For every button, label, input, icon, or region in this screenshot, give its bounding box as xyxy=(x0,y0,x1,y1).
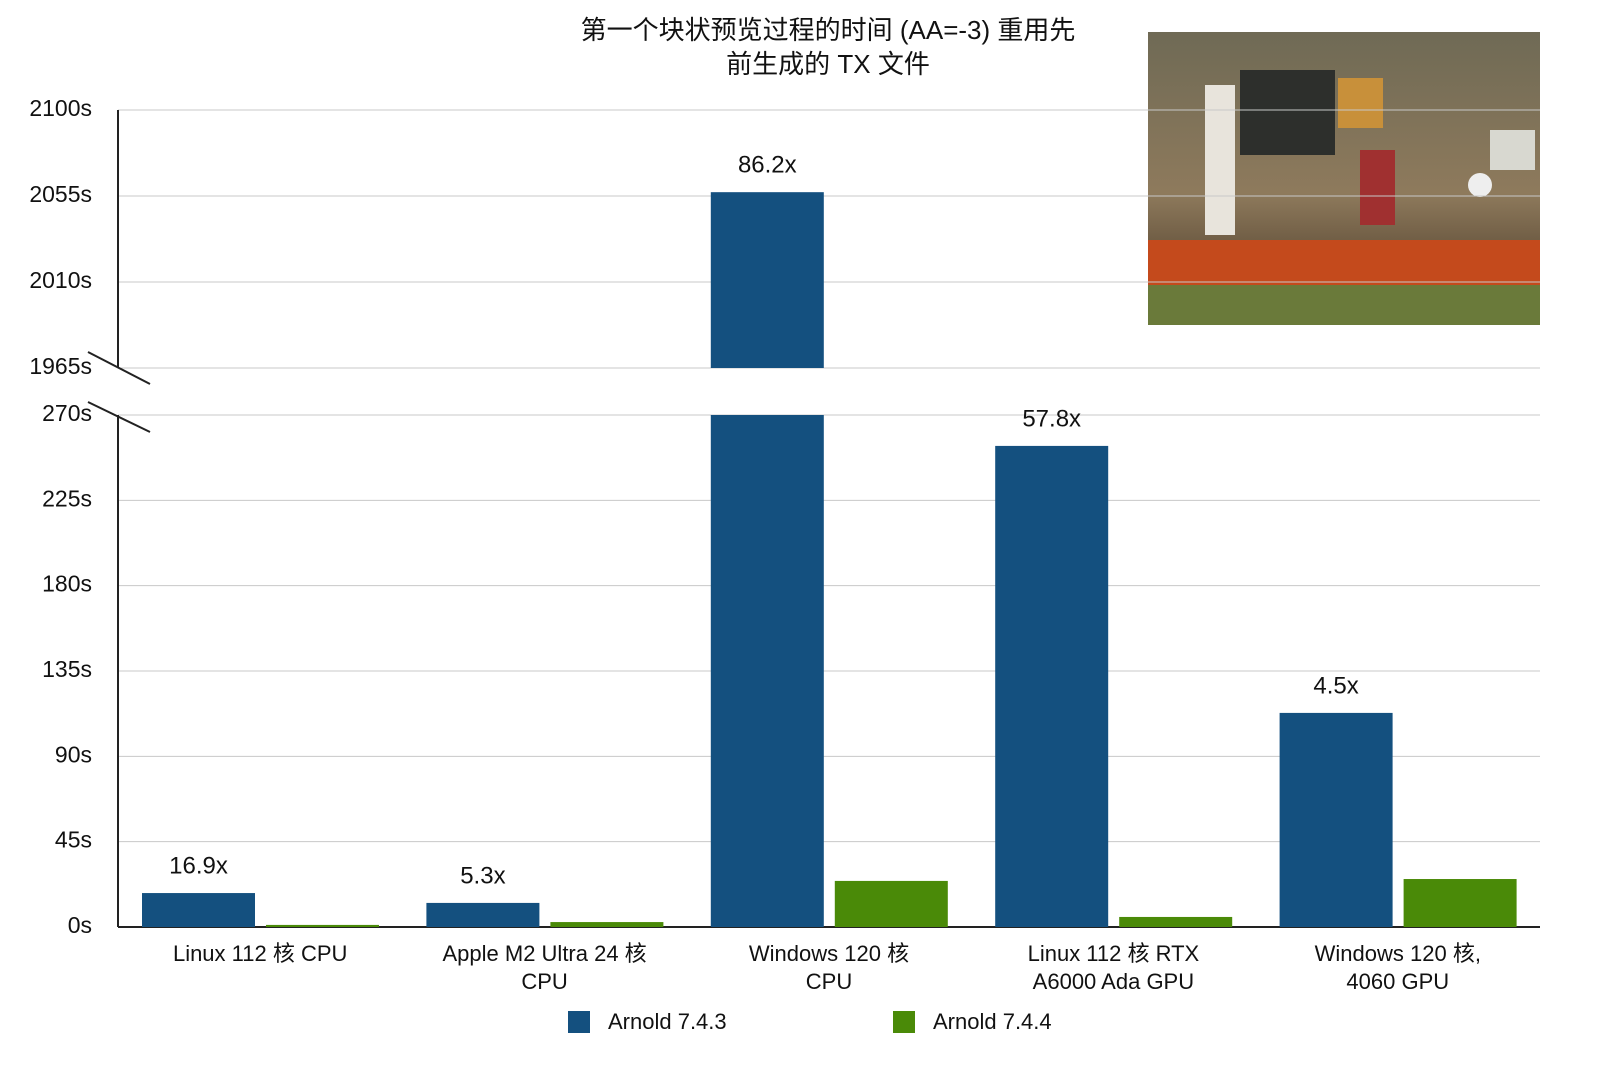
annotation: 86.2x xyxy=(738,152,797,179)
annotation: 16.9x xyxy=(169,852,228,879)
y-tick-label: 90s xyxy=(55,741,92,767)
y-tick-label: 225s xyxy=(42,485,92,511)
x-tick-label: Linux 112 核 RTX xyxy=(1028,941,1200,966)
annotation: 5.3x xyxy=(460,862,505,889)
y-tick-label: 180s xyxy=(42,571,92,597)
x-tick-label: Windows 120 核 xyxy=(749,941,909,966)
y-tick-label: 2010s xyxy=(29,267,92,293)
x-tick-label: A6000 Ada GPU xyxy=(1033,969,1194,994)
x-tick-label: Windows 120 核, xyxy=(1315,941,1481,966)
annotation: 57.8x xyxy=(1022,405,1081,432)
bar xyxy=(710,415,824,927)
x-tick-label: Linux 112 核 CPU xyxy=(173,941,347,966)
bar xyxy=(426,902,540,927)
inset-photo xyxy=(1148,32,1540,325)
x-tick-label: CPU xyxy=(806,969,852,994)
bar xyxy=(550,922,664,927)
legend-label: Arnold 7.4.3 xyxy=(608,1009,727,1034)
bar xyxy=(1119,916,1233,927)
y-tick-label: 1965s xyxy=(29,353,92,379)
chart-title-line: 第一个块状预览过程的时间 (AA=-3) 重用先 xyxy=(581,15,1076,45)
chart-title-line: 前生成的 TX 文件 xyxy=(726,49,930,79)
bar xyxy=(1403,879,1517,927)
axis-break xyxy=(87,351,151,433)
y-tick-label: 270s xyxy=(42,400,92,426)
legend-swatch xyxy=(568,1011,590,1033)
bar xyxy=(266,924,379,927)
legend-label: Arnold 7.4.4 xyxy=(933,1009,1052,1034)
bar xyxy=(995,445,1109,927)
y-tick-label: 45s xyxy=(55,827,92,853)
x-tick-label: Apple M2 Ultra 24 核 xyxy=(442,941,646,966)
bar xyxy=(1279,712,1393,927)
y-tick-label: 135s xyxy=(42,656,92,682)
x-tick-label: 4060 GPU xyxy=(1346,969,1449,994)
bar xyxy=(710,192,824,368)
y-tick-label: 2100s xyxy=(29,95,92,121)
x-tick-label: CPU xyxy=(521,969,567,994)
y-tick-label: 2055s xyxy=(29,181,92,207)
plot-area: 0s 45s 90s 135s 180s 225s 270s 1965s 2010s 2055s 2… xyxy=(29,95,1540,1034)
y-tick-label: 0s xyxy=(68,912,92,938)
bar xyxy=(834,880,948,927)
bar xyxy=(142,893,255,927)
annotation: 4.5x xyxy=(1313,672,1358,699)
legend-swatch xyxy=(893,1011,915,1033)
